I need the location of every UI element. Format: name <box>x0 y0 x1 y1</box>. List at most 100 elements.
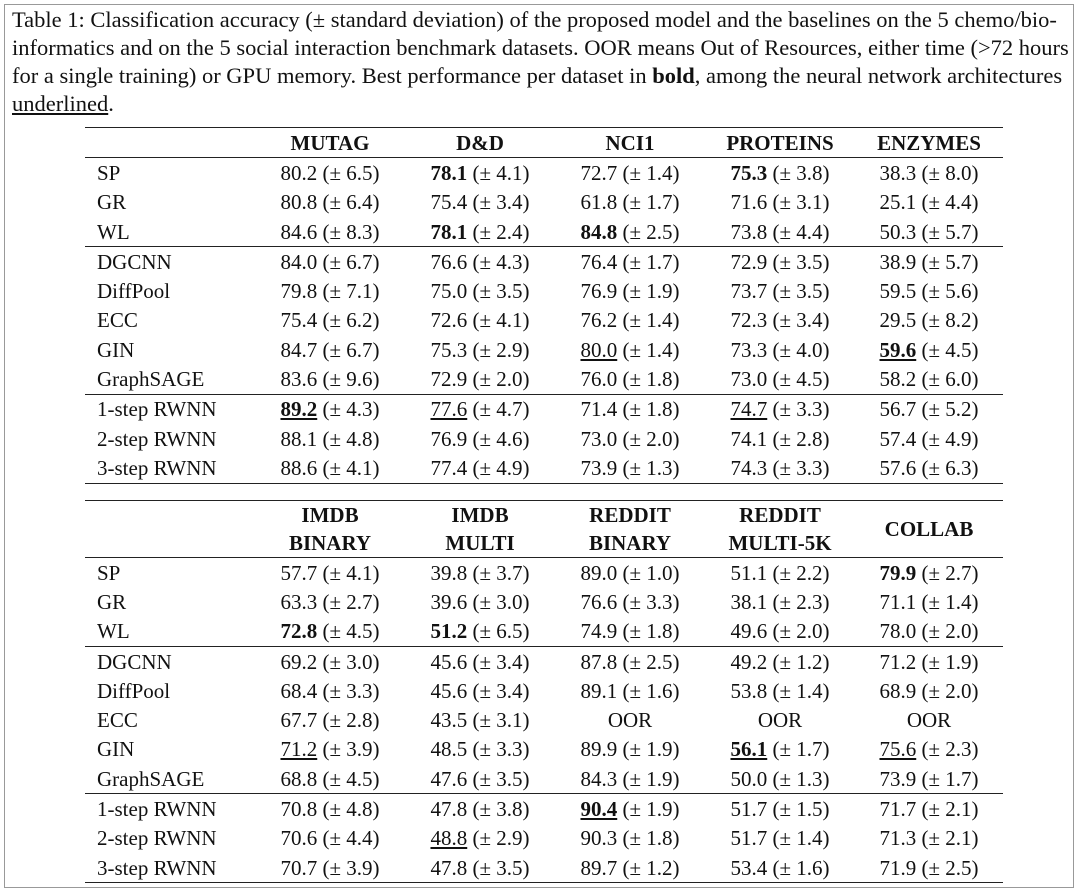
cell-sd: (± 1.6) <box>772 855 830 880</box>
cell-sd: (± 2.2) <box>772 560 830 585</box>
data-row: 3-step RWNN 70.7 (± 3.9) 47.8 (± 3.5) 89.7 … <box>85 852 1003 884</box>
cell-mean: 90.4 <box>580 797 618 822</box>
data-row: ECC 67.7 (± 2.8) 43.5 (± 3.1) OOR OOR OOR <box>85 705 1003 734</box>
cell-mean: 39.6 <box>430 589 468 614</box>
cell-sd: (± 1.3) <box>772 766 830 791</box>
data-row: DiffPool 79.8 (± 7.1) 75.0 (± 3.5) 76.9 (± … <box>85 276 1003 305</box>
cell-sd: (± 4.6) <box>472 426 530 451</box>
cell-sd: (± 6.5) <box>322 160 380 185</box>
cell-sd: (± 3.3) <box>772 455 830 480</box>
cell-mean: 72.8 <box>280 619 318 644</box>
data-cell: 48.5 (± 3.3) <box>405 735 555 764</box>
cell-mean: 75.3 <box>730 160 768 185</box>
data-cell: 90.3 (± 1.8) <box>555 824 705 853</box>
data-cell: OOR <box>555 705 705 734</box>
cell-mean: 74.9 <box>580 619 618 644</box>
data-cell: 84.0 (± 6.7) <box>255 246 405 277</box>
cell-mean: 70.8 <box>280 797 318 822</box>
cell-mean: 73.8 <box>730 219 768 244</box>
cell-mean: 38.1 <box>730 589 768 614</box>
data-row: ECC 75.4 (± 6.2) 72.6 (± 4.1) 76.2 (± 1.4) 7… <box>85 306 1003 335</box>
data-cell: 75.4 (± 6.2) <box>255 306 405 335</box>
cell-mean: 71.1 <box>879 589 917 614</box>
cell-sd: (± 1.9) <box>921 649 979 674</box>
data-cell: 39.6 (± 3.0) <box>405 587 555 616</box>
cell-mean: 70.7 <box>280 855 318 880</box>
row-label: GraphSAGE <box>97 367 205 392</box>
cell-sd: (± 6.7) <box>322 249 380 274</box>
cell-sd: (± 1.4) <box>921 589 979 614</box>
cell-mean: 76.4 <box>580 249 618 274</box>
cell-mean: 67.7 <box>280 708 318 733</box>
cell-sd: (± 4.3) <box>322 397 380 422</box>
data-cell: 72.9 (± 2.0) <box>405 364 555 394</box>
cell-sd: (± 6.5) <box>472 619 530 644</box>
data-row: 1-step RWNN 70.8 (± 4.8) 47.8 (± 3.8) 90.4 … <box>85 793 1003 824</box>
cell-sd: (± 4.1) <box>322 560 380 585</box>
header-line: D&D <box>456 130 504 155</box>
cell-mean: 73.3 <box>730 337 768 362</box>
cell-sd: (± 3.4) <box>472 678 530 703</box>
data-cell: 71.3 (± 2.1) <box>855 824 1003 853</box>
header-row: MUTAG D&D NCI1 PROTEINS ENZYMES <box>85 126 1003 158</box>
cell-mean: 38.9 <box>879 249 917 274</box>
cell-sd: (± 4.4) <box>322 826 380 851</box>
cell-sd: (± 1.6) <box>622 678 680 703</box>
cell-mean: 84.0 <box>280 249 318 274</box>
data-cell: 68.4 (± 3.3) <box>255 676 405 705</box>
data-row: DGCNN 69.2 (± 3.0) 45.6 (± 3.4) 87.8 (± 2.5… <box>85 645 1003 677</box>
caption-part: underlined <box>12 91 109 116</box>
data-cell: 57.7 (± 4.1) <box>255 557 405 588</box>
cell-mean: 76.2 <box>580 308 618 333</box>
cell-mean: 76.9 <box>430 426 468 451</box>
data-cell: 76.6 (± 4.3) <box>405 246 555 277</box>
data-cell: 83.6 (± 9.6) <box>255 364 405 394</box>
cell-sd: (± 3.1) <box>772 190 830 215</box>
row-label: DiffPool <box>97 279 171 304</box>
cell-mean: 48.8 <box>430 826 468 851</box>
data-cell: 51.7 (± 1.4) <box>705 824 855 853</box>
cell-mean: 73.0 <box>730 367 768 392</box>
data-cell: 84.3 (± 1.9) <box>555 764 705 794</box>
cell-mean: 74.3 <box>730 455 768 480</box>
cell-mean: 72.7 <box>580 160 618 185</box>
cell-mean: 72.3 <box>730 308 768 333</box>
cell-mean: 80.2 <box>280 160 318 185</box>
cell-mean: 49.6 <box>730 619 768 644</box>
column-header: IMDB BINARY <box>255 500 405 558</box>
header-line: BINARY <box>588 531 672 555</box>
data-cell: 80.2 (± 6.5) <box>255 157 405 188</box>
caption-part: bold <box>652 63 695 88</box>
data-cell: 71.9 (± 2.5) <box>855 852 1003 884</box>
data-cell: 51.1 (± 2.2) <box>705 557 855 588</box>
cell-sd: (± 1.8) <box>622 367 680 392</box>
cell-sd: (± 4.4) <box>921 190 979 215</box>
header-line: PROTEINS <box>726 130 834 155</box>
data-row: SP 57.7 (± 4.1) 39.8 (± 3.7) 89.0 (± 1.0) 51… <box>85 557 1003 588</box>
row-label: 3-step RWNN <box>85 453 255 484</box>
cell-sd: (± 3.5) <box>772 249 830 274</box>
header-line: BINARY <box>288 531 372 555</box>
column-header: D&D <box>405 126 555 158</box>
data-row: DGCNN 84.0 (± 6.7) 76.6 (± 4.3) 76.4 (± 1.7… <box>85 246 1003 277</box>
cell-sd: (± 3.0) <box>472 589 530 614</box>
data-row: GraphSAGE 83.6 (± 9.6) 72.9 (± 2.0) 76.0 (±… <box>85 364 1003 394</box>
cell-sd: (± 1.4) <box>772 826 830 851</box>
data-cell: 71.2 (± 3.9) <box>255 735 405 764</box>
cell-sd: (± 2.7) <box>921 560 979 585</box>
data-cell: 78.1 (± 2.4) <box>405 217 555 247</box>
cell-mean: 57.7 <box>280 560 318 585</box>
cell-mean: 76.0 <box>580 367 618 392</box>
corner-cell <box>85 126 255 158</box>
cell-mean: 57.6 <box>879 455 917 480</box>
data-cell: 72.3 (± 3.4) <box>705 306 855 335</box>
cell-sd: (± 2.5) <box>921 855 979 880</box>
cell-sd: (± 5.7) <box>921 219 979 244</box>
cell-mean: 51.2 <box>430 619 468 644</box>
cell-sd: (± 1.7) <box>921 766 979 791</box>
cell-sd: (± 1.0) <box>622 560 680 585</box>
header-line: IMDB <box>301 503 359 527</box>
data-cell: 78.0 (± 2.0) <box>855 617 1003 647</box>
cell-sd: (± 3.5) <box>772 279 830 304</box>
data-row: DiffPool 68.4 (± 3.3) 45.6 (± 3.4) 89.1 (± … <box>85 676 1003 705</box>
